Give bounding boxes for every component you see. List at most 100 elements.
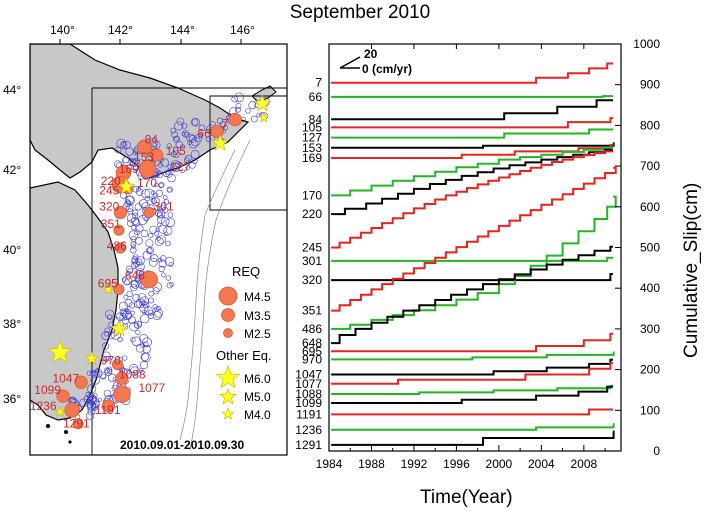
req-id-label: 127 [170,160,190,174]
series-label-1236: 1236 [295,423,322,437]
seismicity-dot [157,206,162,211]
seismicity-dot [250,115,258,123]
series-label-970: 970 [302,352,322,366]
seismicity-dot [235,106,241,113]
y-tick-label: 600 [640,200,660,214]
legend-req-m45: M4.5 [244,290,271,304]
seismicity-dot [130,337,136,343]
series-label-695: 695 [302,344,322,358]
lon-tick-142: 142° [108,23,133,37]
seismicity-dot [89,397,100,408]
seismicity-dot [119,308,128,316]
repeating-earthquake-marker [150,148,164,162]
seismicity-dot [114,146,122,154]
seismicity-dot [188,134,197,143]
seismicity-dot [138,199,148,208]
seismicity-dot [168,262,174,267]
time-axis-ticks: 1984 1988 1992 1996 2000 2004 2008 [316,44,606,471]
seismicity-dot [150,254,159,263]
seismicity-dot [154,236,164,246]
seismicity-dot [147,309,154,316]
hokkaido-land [30,44,250,179]
seismicity-dot [132,254,139,260]
series-label-351: 351 [302,304,322,318]
slip-axis-ticks: 0 100 200 300 400 500 600 700 800 900 1000 [615,37,660,458]
lon-tick-144: 144° [170,23,195,37]
lat-tick-36: 36° [3,392,21,406]
series-label-301: 301 [302,254,322,268]
legend-other-m50: M5.0 [244,390,271,404]
seismicity-dot [133,229,140,236]
seismicity-dot [139,368,144,373]
seismicity-dot [90,403,98,411]
seismicity-dot [101,342,110,350]
seismicity-dot [170,160,181,170]
seismicity-dot [126,290,133,298]
seismicity-dot [156,236,161,241]
seismicity-dot [189,162,196,169]
seismicity-dot [130,284,138,292]
seismicity-dot [181,131,187,137]
seismicity-dot [97,397,102,402]
seismicity-dot [140,342,145,348]
seismicity-dot [106,314,113,320]
seismicity-dot [86,370,92,376]
lon-tick-140: 140° [50,23,75,37]
req-id-label: 970 [101,354,121,368]
seismicity-dot [86,384,97,394]
seismicity-dot [176,117,185,126]
series-label-66: 66 [309,90,323,104]
seismicity-dot [167,164,173,170]
series-label-1088: 1088 [295,387,322,401]
y-tick-label: 200 [640,363,660,377]
seismicity-dot [122,156,132,166]
slip-series-245 [331,150,613,249]
seismicity-dot [87,407,96,416]
seismicity-dot [191,118,200,127]
other-earthquake-star [102,283,114,295]
map-longitude-ticks: 140° 142° 144° 146° [50,23,255,44]
seismicity-dot [160,158,169,167]
seismicity-dot [128,158,136,166]
seismicity-dot [139,303,149,313]
seismicity-dot [248,101,257,110]
slip-series-1047 [331,358,613,376]
seismicity-dot [124,299,133,307]
seismicity-dot [130,247,137,254]
seismicity-dot [128,302,135,309]
req-id-label: 351 [101,217,121,231]
seismicity-dot [144,188,154,199]
slip-series-127 [331,128,613,139]
map-date-range: 2010.09.01-2010.09.30 [120,438,244,452]
seismicity-dot [125,199,130,204]
seismicity-dot [121,355,128,361]
x-tick-label: 1988 [358,457,385,471]
seismicity-dot [105,309,115,319]
series-label-84: 84 [309,112,323,126]
seismicity-dot [166,187,172,193]
seismicity-dot [139,333,149,343]
seismicity-dot [135,256,145,266]
seismicity-dot [85,411,95,420]
seismicity-dot [152,140,161,149]
series-label-648: 648 [302,336,322,350]
seismicity-dot [122,140,131,149]
map-legend: REQ M4.5 M3.5 M2.5 Other Eq. M6.0 M5.0 M… [210,262,286,424]
series-label-220: 220 [302,207,322,221]
slip-series-301 [331,256,613,262]
figure-title: September 2010 [289,2,431,23]
repeating-earthquake-marker [72,418,84,430]
lat-tick-40: 40° [3,243,21,257]
y-tick-label: 800 [640,118,660,132]
seismicity-dot [158,259,167,268]
y-tick-label: 400 [640,281,660,295]
seismicity-dot [103,389,112,398]
seismicity-dot [133,157,141,165]
seismicity-dot [125,204,134,212]
seismicity-dot [130,241,137,248]
x-tick-label: 1992 [401,457,428,471]
slip-series-1099 [331,385,613,404]
seismicity-dot [167,212,174,218]
